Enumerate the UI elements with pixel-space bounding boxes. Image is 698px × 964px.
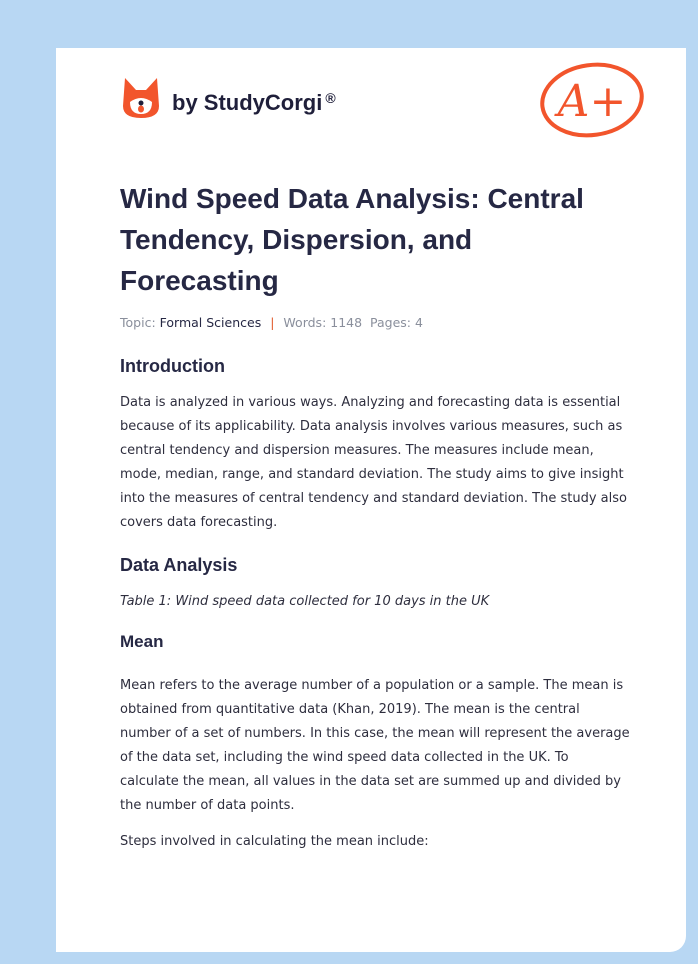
studycorgi-logo[interactable]: by StudyCorgi ® (122, 76, 336, 120)
svg-text:A+: A+ (554, 76, 627, 127)
topic-link[interactable]: Formal Sciences (159, 315, 262, 330)
corgi-icon (123, 78, 159, 118)
a-plus-badge: A+ (538, 60, 648, 144)
intro-paragraph: Data is analyzed in various ways. Analyz… (120, 395, 627, 530)
page-title: Wind Speed Data Analysis: Central Tenden… (120, 183, 584, 296)
meta-info: Topic: Formal Sciences | Words: 1148 Pages… (120, 315, 423, 330)
steps-paragraph: Steps involved in calculating the mean i… (120, 834, 429, 849)
table-caption: Table 1: Wind speed data collected for 1… (120, 594, 490, 609)
brand-name: by StudyCorgi ® (172, 90, 336, 115)
mean-paragraph: Mean refers to the average number of a p… (120, 678, 630, 813)
heading-mean: Mean (120, 632, 164, 651)
heading-introduction: Introduction (120, 356, 225, 376)
document-page: by StudyCorgi ® A+ Wind Speed Data Analys… (56, 48, 686, 952)
heading-data-analysis: Data Analysis (120, 555, 238, 575)
